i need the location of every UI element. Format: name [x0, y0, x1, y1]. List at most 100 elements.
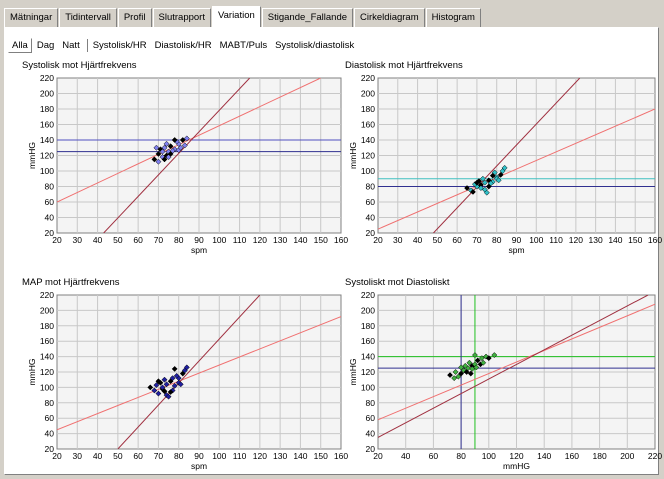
subtab-systolisk-hr[interactable]: Systolisk/HR: [86, 38, 150, 52]
x-tick-label: 30: [393, 235, 403, 245]
x-tick-label: 50: [113, 451, 123, 461]
data-point: [485, 183, 492, 190]
subtab-mabt-puls[interactable]: MABT/Puls: [219, 39, 268, 51]
x-tick-label: 40: [93, 235, 103, 245]
x-tick-label: 40: [93, 451, 103, 461]
y-tick-label: 120: [361, 151, 375, 161]
y-tick-label: 60: [45, 197, 55, 207]
chart-title: Diastolisk mot Hjärtfrekvens: [345, 60, 463, 71]
x-tick-label: 20: [52, 451, 62, 461]
subtab-systolisk-diastolisk[interactable]: Systolisk/diastolisk: [275, 39, 355, 51]
y-axis-label: mmHG: [27, 359, 37, 386]
x-tick-label: 90: [512, 235, 522, 245]
x-tick-label: 50: [113, 235, 123, 245]
data-point: [463, 369, 470, 375]
x-axis-label: spm: [508, 245, 524, 255]
y-tick-label: 120: [40, 367, 54, 377]
data-point: [469, 365, 476, 372]
y-tick-label: 220: [361, 73, 375, 83]
tab-stigande-fallande[interactable]: Stigande_Fallande: [261, 8, 354, 27]
data-point: [489, 172, 496, 179]
y-tick-label: 40: [366, 429, 376, 439]
regression-line: [117, 295, 261, 449]
data-point: [173, 372, 180, 379]
data-point: [466, 359, 473, 366]
x-tick-label: 90: [194, 235, 204, 245]
data-point: [183, 364, 190, 371]
x-tick-label: 140: [293, 451, 307, 461]
top-tab-bar: Mätningar Tidintervall Profil Slutrapport Va…: [4, 6, 482, 27]
subtab-natt[interactable]: Natt: [62, 39, 80, 51]
x-tick-label: 70: [154, 451, 164, 461]
x-tick-label: 200: [620, 451, 634, 461]
x-tick-label: 180: [593, 451, 607, 461]
subtab-alla[interactable]: Alla: [8, 37, 32, 53]
y-axis-label: mmHG: [27, 142, 37, 169]
x-tick-label: 220: [648, 451, 662, 461]
data-point: [451, 375, 458, 382]
x-tick-label: 120: [253, 451, 267, 461]
x-tick-label: 100: [529, 235, 543, 245]
tab-tidintervall[interactable]: Tidintervall: [59, 8, 117, 27]
data-point: [473, 179, 480, 186]
tab-cirkeldiagram[interactable]: Cirkeldiagram: [354, 8, 425, 27]
data-point: [165, 154, 172, 161]
regression-line: [57, 78, 321, 203]
data-point: [452, 369, 459, 375]
subtab-dag[interactable]: Dag: [36, 39, 55, 51]
chart-title: Systolisk mot Hjärtfrekvens: [22, 60, 137, 71]
tab-slutrapport[interactable]: Slutrapport: [152, 8, 211, 27]
regression-line: [378, 108, 655, 230]
x-tick-label: 140: [537, 451, 551, 461]
y-axis-label: mmHG: [348, 359, 358, 386]
data-point: [458, 370, 465, 377]
tab-variation[interactable]: Variation: [211, 6, 261, 27]
data-point: [483, 353, 489, 360]
data-point: [167, 389, 174, 395]
chart-4: Systoliskt mot Diastoliskt 20 40 60 80 100 120…: [345, 277, 662, 471]
y-tick-label: 140: [40, 352, 54, 362]
x-tick-label: 40: [401, 451, 411, 461]
data-point: [495, 177, 502, 184]
data-point: [161, 144, 168, 151]
y-tick-label: 220: [361, 290, 375, 300]
x-tick-label: 60: [452, 235, 462, 245]
x-tick-label: 50: [433, 235, 443, 245]
x-tick-label: 110: [233, 451, 247, 461]
tab-m-tningar[interactable]: Mätningar: [4, 8, 59, 27]
tab-histogram[interactable]: Histogram: [425, 8, 481, 27]
data-point: [147, 384, 154, 391]
data-point: [161, 388, 168, 395]
data-point: [167, 143, 174, 150]
data-point: [491, 352, 498, 359]
data-point: [165, 393, 172, 400]
chart-title: Systoliskt mot Diastoliskt: [345, 277, 450, 288]
x-tick-label: 140: [293, 235, 307, 245]
regression-line: [378, 295, 649, 438]
y-tick-label: 220: [40, 73, 54, 83]
x-tick-label: 80: [456, 451, 466, 461]
data-point: [462, 362, 469, 369]
x-tick-label: 30: [73, 451, 83, 461]
x-tick-label: 150: [314, 235, 328, 245]
x-tick-label: 30: [73, 235, 83, 245]
x-tick-label: 90: [194, 451, 204, 461]
data-point: [153, 382, 160, 389]
y-tick-label: 160: [40, 336, 54, 346]
data-point: [458, 364, 465, 371]
x-tick-label: 160: [565, 451, 579, 461]
y-tick-label: 20: [45, 228, 55, 238]
subtab-diastolisk-hr[interactable]: Diastolisk/HR: [154, 39, 212, 51]
data-point: [181, 142, 188, 149]
x-tick-label: 70: [472, 235, 482, 245]
y-tick-label: 200: [40, 305, 54, 315]
data-point: [481, 179, 488, 186]
x-tick-label: 20: [373, 235, 383, 245]
tab-profil[interactable]: Profil: [117, 8, 152, 27]
y-tick-label: 180: [361, 104, 375, 114]
x-tick-label: 150: [628, 235, 642, 245]
y-tick-label: 80: [45, 182, 55, 192]
data-point: [171, 137, 178, 143]
y-tick-label: 200: [40, 89, 54, 99]
